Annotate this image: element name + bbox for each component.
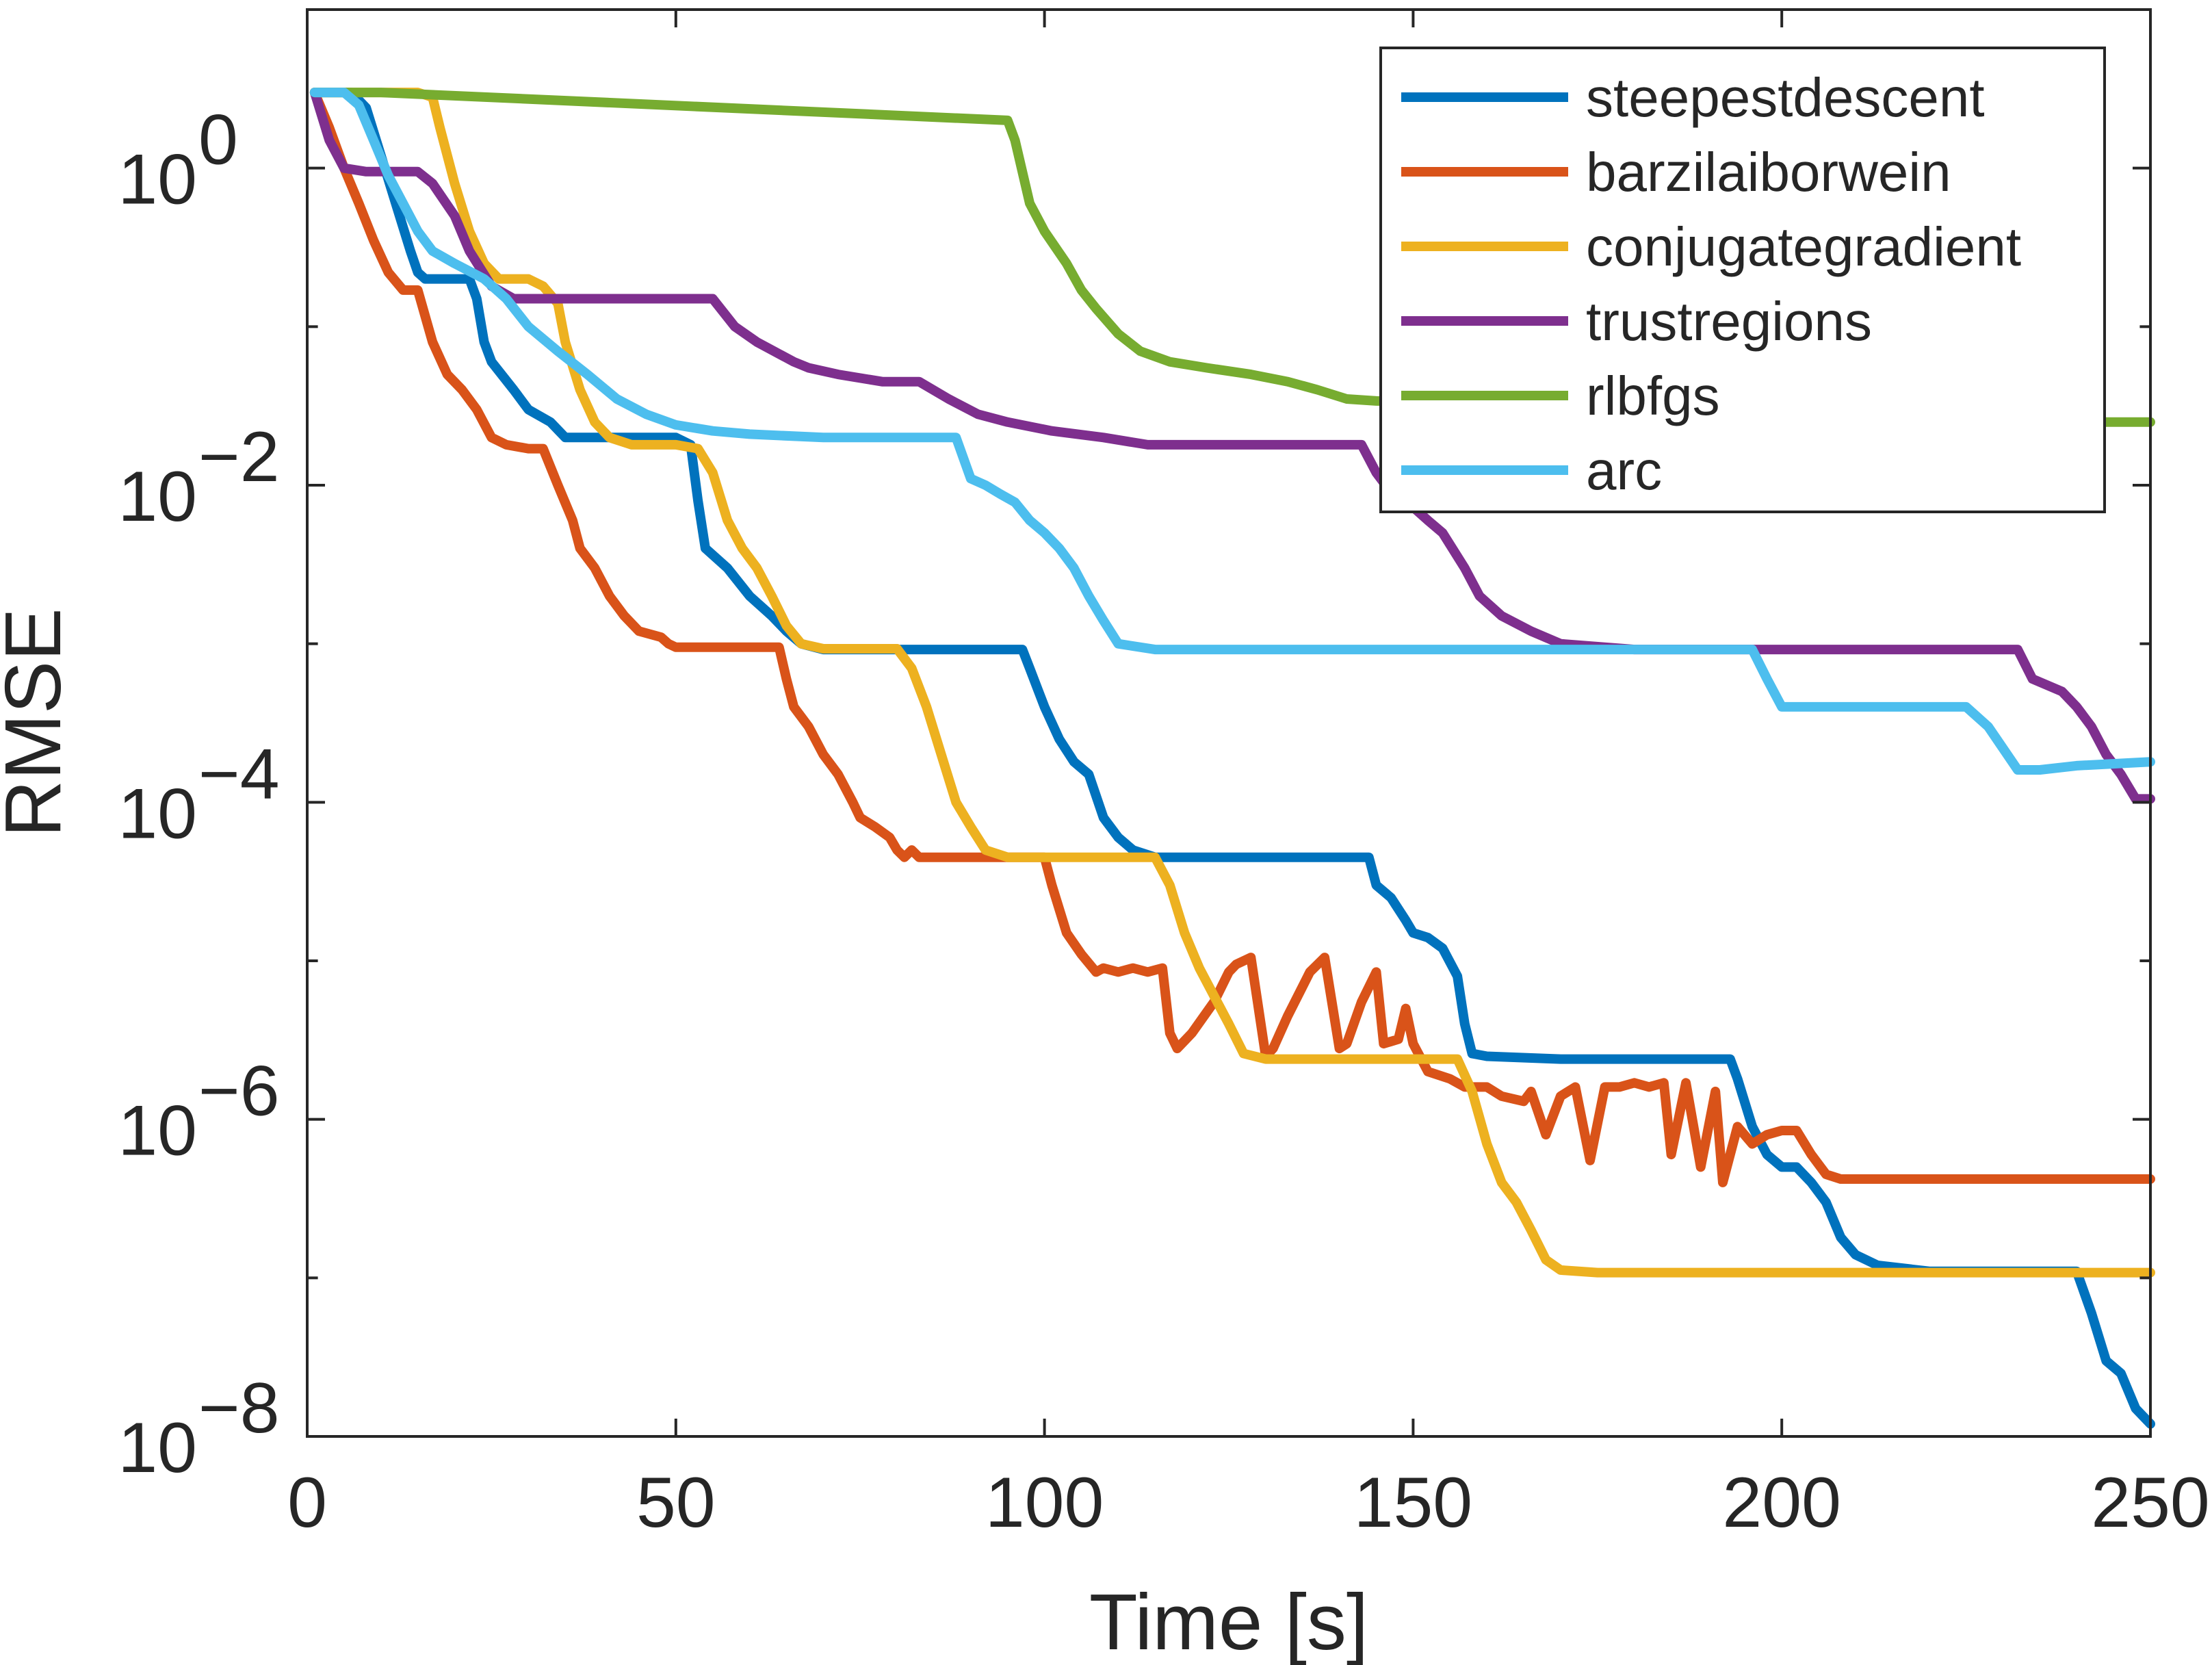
legend-label-barzilaiborwein: barzilaiborwein [1586,142,1951,203]
series-line-steepestdescent [309,88,2155,1429]
x-axis-label: Time [s] [1089,1577,1368,1665]
legend-label-rlbfgs: rlbfgs [1586,365,1720,426]
legend-entries: steepestdescent barzilaiborwein conjugateg… [1401,67,2021,501]
y-tick-label-exponent: −2 [198,417,280,497]
y-tick-label-exponent: −4 [198,734,280,814]
y-tick-label-base: 10 [118,1092,197,1171]
x-tick-labels: 0 50 100 150 200 250 [287,1463,2210,1543]
legend-label-arc: arc [1586,440,1662,501]
y-tick-label-exponent: −8 [198,1369,280,1448]
y-tick-label-exponent: −6 [198,1052,280,1131]
series-layer [309,88,2155,1429]
x-tick-label: 0 [287,1463,327,1543]
legend-box [1379,47,2106,513]
y-tick-label-base: 10 [118,774,197,853]
y-tick-label: 10 [118,140,197,220]
legend-label-steepestdescent: steepestdescent [1586,67,1985,128]
y-axis-label: RMSE [0,608,77,837]
y-tick-label: 10 [118,1408,197,1488]
x-tick-label: 250 [2091,1463,2210,1543]
y-tick-label-base: 10 [118,140,197,220]
legend-label-trustregions: trustregions [1586,291,1872,352]
x-tick-label: 150 [1354,1463,1473,1543]
y-tick-label-exponent: 0 [198,101,238,180]
legend-label-conjugategradient: conjugategradient [1586,216,2021,277]
series-line-conjugategradient [309,88,2155,1278]
y-tick-label: 10 [118,774,197,853]
x-tick-label: 50 [636,1463,716,1543]
y-tick-label-base: 10 [118,1408,197,1488]
y-tick-label: 10 [118,1092,197,1171]
plot-frame [306,8,2152,1438]
y-tick-label: 10 [118,457,197,537]
x-tick-label: 100 [985,1463,1104,1543]
series-line-barzilaiborwein [309,88,2155,1187]
series-line-arc [309,88,2155,775]
x-tick-label: 200 [1722,1463,1841,1543]
y-tick-label-base: 10 [118,457,197,537]
legend: steepestdescent barzilaiborwein conjugateg… [1379,47,2106,513]
